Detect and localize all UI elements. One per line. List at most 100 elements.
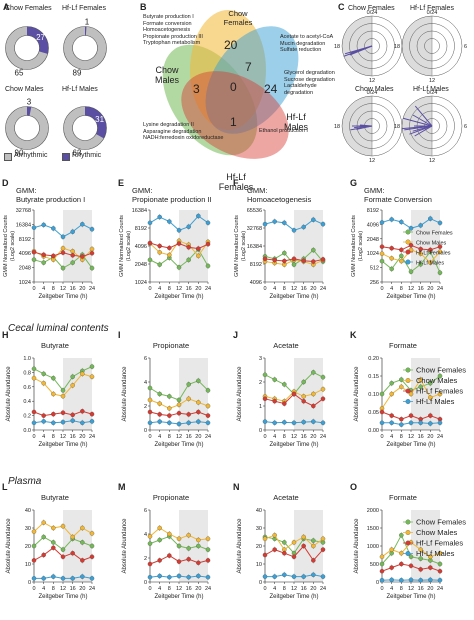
chart-title: GMM: — [132, 186, 152, 195]
donut-ring-rhythmic — [63, 106, 107, 150]
venn-notes-cf-hm: Acetate to acetyl-CoA Mucin degradation Su… — [280, 34, 334, 53]
data-point — [379, 258, 385, 264]
data-point — [41, 413, 46, 418]
data-point — [157, 250, 162, 255]
data-point — [80, 254, 85, 259]
x-tick-label: 4 — [42, 434, 45, 440]
data-point — [186, 257, 191, 263]
y-tick-label: 2 — [144, 556, 147, 562]
data-point — [186, 574, 191, 580]
y-axis-label: Absolute Abundance — [122, 518, 128, 574]
chart-panel-o: O Formate 0 500 1000 1500 2000 0 4 8 12 16 20 24Zeitg… — [350, 482, 443, 600]
x-tick-label: 16 — [186, 586, 192, 592]
data-point — [418, 577, 423, 583]
data-point — [31, 576, 37, 581]
data-point — [41, 371, 46, 377]
data-point — [176, 573, 182, 579]
venn-group-hf-females: Hf-Lf Females — [218, 172, 254, 192]
data-point — [301, 258, 306, 263]
y-tick-label: 0 — [144, 428, 147, 434]
data-point — [282, 401, 287, 406]
data-point — [157, 243, 162, 249]
data-point — [320, 536, 326, 542]
donut-outline — [5, 106, 49, 150]
data-point — [205, 403, 211, 409]
data-point — [408, 420, 414, 426]
radar-tick-bottom: 12 — [369, 158, 375, 164]
data-point — [282, 540, 287, 545]
x-tick-label: 24 — [320, 286, 326, 292]
data-point — [301, 224, 306, 230]
data-point — [60, 419, 66, 425]
data-point — [379, 409, 385, 415]
data-point — [89, 226, 95, 232]
data-point — [205, 263, 211, 269]
x-tick-label: 8 — [52, 434, 55, 440]
data-point — [51, 391, 56, 397]
data-point — [418, 246, 423, 252]
data-point — [176, 228, 182, 233]
legend-label: Hf-Lf Males — [416, 397, 455, 406]
data-point — [311, 558, 316, 563]
x-tick-label: 16 — [418, 434, 424, 440]
panel-label: F — [233, 178, 239, 188]
x-tick-label: 4 — [42, 586, 45, 592]
data-point — [60, 265, 66, 271]
data-point — [428, 565, 433, 570]
y-axis-label: Absolute Abundance — [354, 366, 360, 422]
data-point — [379, 391, 385, 397]
x-axis-label: Zeitgeber Time (h) — [269, 442, 318, 448]
data-point — [437, 550, 443, 556]
y-tick-label: 0 — [144, 580, 147, 586]
data-point — [167, 406, 172, 411]
venn-count-center: 0 — [230, 80, 237, 94]
x-axis-label: Zeitgeber Time (h) — [154, 442, 203, 448]
data-point — [399, 377, 404, 382]
chart-title: GMM: — [247, 186, 267, 195]
data-point — [31, 249, 37, 255]
data-point — [379, 251, 385, 256]
x-tick-label: 24 — [205, 434, 211, 440]
x-tick-label: 0 — [32, 434, 35, 440]
data-point — [399, 219, 404, 225]
x-tick-label: 16 — [301, 434, 307, 440]
panel-label: H — [2, 330, 9, 340]
y-tick-label: 32768 — [247, 226, 262, 232]
data-point — [167, 574, 172, 580]
data-point — [89, 374, 95, 379]
data-point — [272, 420, 277, 426]
x-tick-label: 0 — [148, 286, 151, 292]
x-tick-label: 20 — [310, 286, 316, 292]
data-point — [186, 382, 191, 387]
data-point — [186, 532, 191, 538]
x-tick-label: 8 — [283, 586, 286, 592]
legend-label: Hf-Lf Males — [416, 549, 455, 558]
data-point — [70, 374, 75, 379]
x-tick-label: 12 — [60, 286, 66, 292]
chart-title: Butyrate — [41, 493, 69, 502]
y-tick-label: 2000 — [367, 508, 379, 514]
data-point — [196, 543, 201, 549]
section-title-cecal: Cecal luminal contents — [8, 323, 109, 334]
data-point — [89, 364, 95, 369]
data-point — [311, 543, 316, 549]
radar-phase-line — [344, 45, 373, 55]
data-point — [389, 420, 394, 426]
x-tick-label: 24 — [89, 586, 95, 592]
legend-label: Hf-Lf Males — [416, 261, 444, 267]
data-point — [31, 225, 37, 230]
data-point — [262, 372, 268, 378]
data-point — [408, 577, 414, 583]
x-tick-label: 4 — [158, 434, 161, 440]
donut-hole — [14, 115, 40, 141]
y-axis-label: GMM Normalized Counts — [119, 215, 125, 277]
x-tick-label: 12 — [176, 286, 182, 292]
data-point — [282, 550, 287, 556]
data-point — [399, 247, 404, 253]
radar-tick-bottom: 12 — [429, 78, 435, 84]
data-point — [262, 574, 268, 579]
data-point — [60, 523, 66, 529]
y-tick-label: 1024 — [135, 280, 147, 286]
y-tick-label: 0.15 — [368, 374, 379, 380]
